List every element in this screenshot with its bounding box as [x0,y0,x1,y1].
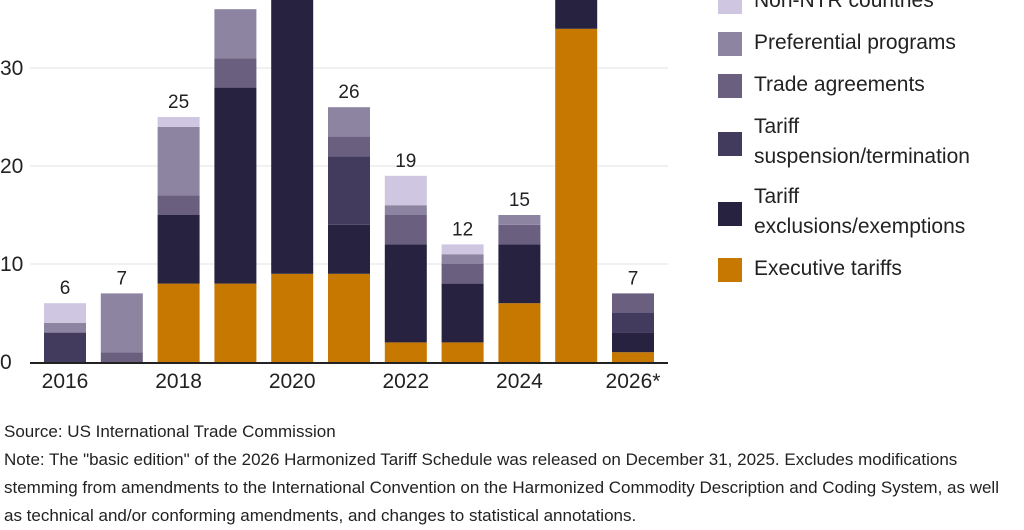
legend-swatch [718,0,742,14]
legend-label-line: Executive tariffs [754,257,902,280]
legend-label-line: Trade agreements [754,73,925,96]
bar-segment [498,215,541,225]
bar-segment [100,293,143,353]
bar-segment [384,215,427,245]
labels: 0 10 20 30 6 7 25 26 19 12 15 7 2016 2018 2020 2022 2024… [0,57,660,393]
bar-segment [384,175,427,206]
y-tick-label: 20 [0,155,23,178]
bar-segment [555,28,598,363]
bar-segment [44,303,86,323]
bar-segment [214,283,257,362]
legend-label: Tariff suspension/termination [754,112,1016,172]
bar-total-label: 12 [452,219,473,240]
bar-segment [157,117,200,127]
legend-label-line: Non-NTR countries [754,0,934,12]
legend-swatch [718,32,742,56]
bar-segment [157,126,200,196]
bar-segment [271,273,314,362]
footnote: Note: The "basic edition" of the 2026 Ha… [4,450,999,525]
bar-segment [214,9,257,59]
bars [44,0,654,363]
bar-segment [384,244,427,343]
stacked-bar-chart: 0 10 20 30 6 7 25 26 19 12 15 7 2016 2018 2020 2022 2024… [0,0,668,393]
bar-total-label: 6 [60,278,71,299]
y-tick-label: 0 [0,351,12,374]
bar-segment [157,215,200,284]
legend-swatch [718,258,742,282]
bar-segment [612,313,654,333]
bar-segment [441,342,484,362]
bar-segment [328,156,370,225]
bar-segment [612,352,654,362]
bar-segment [498,244,541,304]
bar-segment [328,136,370,157]
legend-swatch [718,132,742,156]
y-tick-label: 10 [0,253,23,276]
bar-total-label: 26 [338,82,359,103]
x-tick-label: 2022 [382,370,429,393]
bar-segment [100,352,143,362]
bar-segment [612,332,654,353]
legend-item: Executive tariffs [718,254,1016,284]
legend-label-line: exclusions/exemptions [754,215,966,238]
chart-footer: Source: US International Trade Commissio… [4,418,1019,530]
x-tick-label: 2020 [269,370,316,393]
legend-label: Trade agreements [754,70,1016,100]
x-tick-label: 2024 [496,370,543,393]
bar-total-label: 25 [168,92,189,113]
x-tick-label: 2018 [155,370,202,393]
bar-segment [157,283,200,362]
legend-label-line: Tariff [754,185,800,208]
legend-item: Preferential programs [718,28,1016,58]
legend-label: Tariff exclusions/exemptions [754,182,1016,242]
legend-swatch [718,202,742,226]
bar-segment [328,107,370,137]
bar-segment [271,0,314,274]
y-tick-label: 30 [0,57,23,80]
legend-label: Non-NTR countries [754,0,1016,16]
bar-segment [214,58,257,88]
bar-segment [441,254,484,264]
bar-segment [384,342,427,362]
bar-segment [328,273,370,362]
bar-segment [498,224,541,245]
legend-label-line: suspension/termination [754,145,970,168]
bar-segment [157,195,200,215]
bar-segment [612,293,654,313]
legend-swatch [718,74,742,98]
x-tick-label: 2016 [42,370,89,393]
bar-segment [441,264,484,284]
legend-item: Trade agreements [718,70,1016,100]
bar-total-label: 7 [628,268,639,289]
bar-segment [214,87,257,284]
x-tick-label: 2026* [606,370,661,393]
source-note: Source: US International Trade Commissio… [4,422,336,441]
bar-segment [555,0,598,29]
bar-total-label: 19 [395,151,416,172]
legend-label: Preferential programs [754,28,1016,58]
bar-segment [44,322,86,333]
legend-label: Executive tariffs [754,254,1016,284]
bar-segment [498,303,541,362]
bar-segment [44,332,86,362]
legend-label-line: Tariff [754,115,800,138]
bar-segment [441,283,484,343]
bar-segment [384,205,427,215]
bar-segment [328,224,370,274]
bar-total-label: 15 [509,190,530,211]
legend-item: Non-NTR countries [718,0,1016,16]
legend-label-line: Preferential programs [754,31,956,54]
legend-item: Tariff suspension/termination [718,112,1016,172]
legend-item: Tariff exclusions/exemptions [718,182,1016,242]
bar-total-label: 7 [117,268,128,289]
bar-segment [441,244,484,255]
